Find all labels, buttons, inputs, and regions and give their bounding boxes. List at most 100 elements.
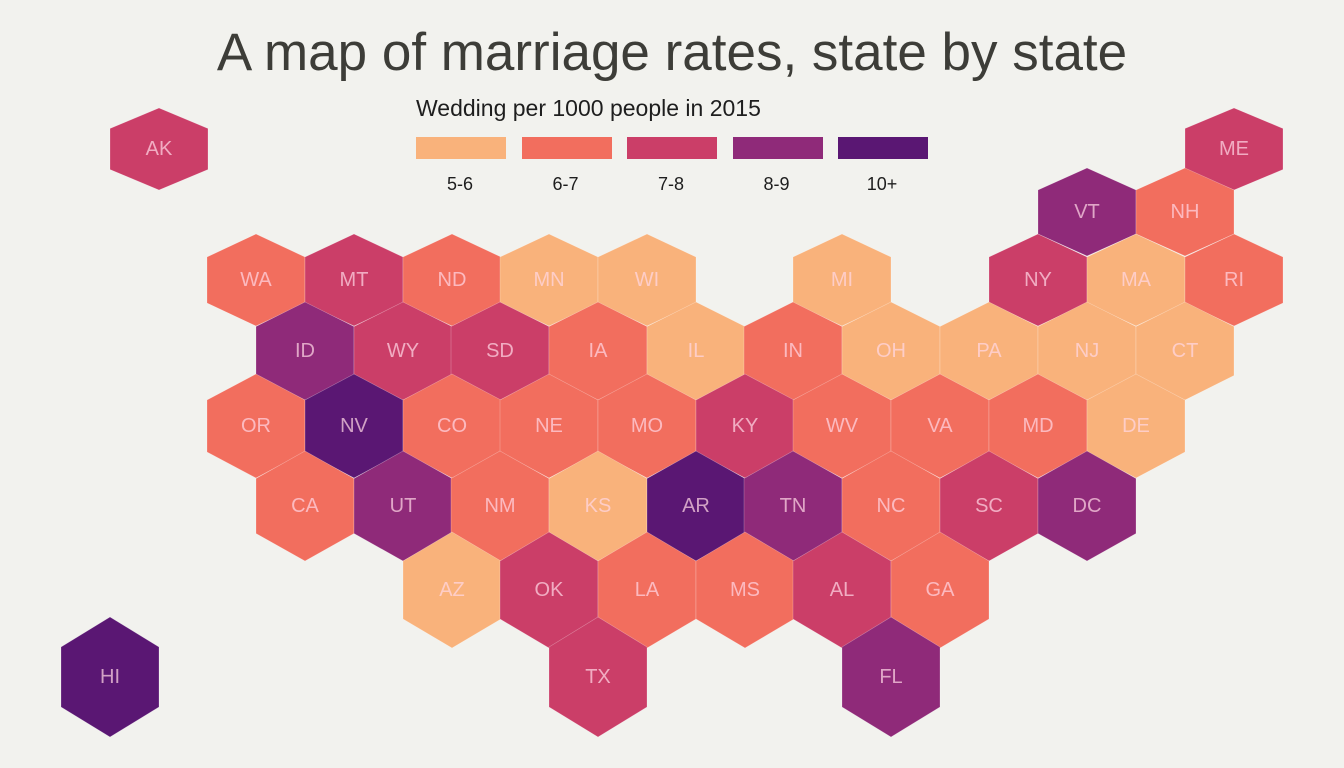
state-label: MI xyxy=(831,269,853,291)
state-label: MA xyxy=(1121,269,1152,291)
legend-label: 7-8 xyxy=(657,174,684,194)
state-hex-mt: MT xyxy=(304,233,404,327)
legend-swatch-8-9 xyxy=(732,137,823,159)
hex-cell xyxy=(548,616,648,738)
state-hex-vt: VT xyxy=(1037,167,1137,257)
state-label: AR xyxy=(682,495,710,517)
state-hex-mn: MN xyxy=(499,233,599,327)
state-hex-wa: WA xyxy=(206,233,306,327)
state-hex-sc: SC xyxy=(939,450,1039,562)
state-label: TX xyxy=(585,666,611,688)
state-label: MN xyxy=(533,269,564,291)
state-label: WI xyxy=(635,269,659,291)
chart-title: A map of marriage rates, state by state xyxy=(216,23,1128,82)
state-hex-wi: WI xyxy=(597,233,697,327)
state-hex-dc: DC xyxy=(1037,450,1137,562)
state-label: GA xyxy=(926,579,956,601)
state-label: NC xyxy=(877,495,906,517)
hex-cell xyxy=(60,616,160,738)
state-hex-ne: NE xyxy=(499,373,599,479)
legend-label: 6-7 xyxy=(552,174,579,194)
state-label: NH xyxy=(1171,201,1200,223)
state-label: OH xyxy=(876,340,906,362)
state-label: HI xyxy=(100,666,120,688)
state-label: NE xyxy=(535,415,563,437)
state-label: SC xyxy=(975,495,1003,517)
state-label: OK xyxy=(535,579,565,601)
state-label: IN xyxy=(783,340,803,362)
state-label: PA xyxy=(976,340,1002,362)
state-hex-nh: NH xyxy=(1135,167,1235,257)
state-label: MS xyxy=(730,579,760,601)
state-label: CA xyxy=(291,495,319,517)
state-label: ID xyxy=(295,340,315,362)
hex-cell xyxy=(1086,373,1186,479)
hex-cell xyxy=(792,233,892,327)
state-hex-ct: CT xyxy=(1135,301,1235,401)
state-hex-ma: MA xyxy=(1086,233,1186,327)
state-label: LA xyxy=(635,579,660,601)
state-hex-ak: AK xyxy=(109,107,209,191)
state-label: KS xyxy=(585,495,612,517)
state-label: MD xyxy=(1022,415,1053,437)
legend-label: 10+ xyxy=(866,174,898,194)
state-label: NM xyxy=(484,495,515,517)
state-label: WV xyxy=(826,415,859,437)
state-label: KY xyxy=(732,415,759,437)
legend-swatch-7-8 xyxy=(627,137,717,159)
state-hex-il: IL xyxy=(646,301,746,401)
state-hex-me: ME xyxy=(1184,107,1284,191)
state-label: SD xyxy=(486,340,514,362)
state-hex-ri: RI xyxy=(1184,233,1284,327)
state-hex-oh: OH xyxy=(841,301,941,401)
state-label: DC xyxy=(1073,495,1102,517)
state-hex-ks: KS xyxy=(548,450,648,562)
hex-cell xyxy=(109,107,209,191)
state-label: RI xyxy=(1224,269,1244,291)
state-label: FL xyxy=(879,666,902,688)
state-label: ME xyxy=(1219,138,1249,160)
state-label: NY xyxy=(1024,269,1052,291)
state-hex-mo: MO xyxy=(597,373,697,479)
state-hex-in: IN xyxy=(743,301,843,401)
state-label: AL xyxy=(830,579,854,601)
state-label: CT xyxy=(1172,340,1199,362)
state-hex-hi: HI xyxy=(60,616,160,738)
state-label: WA xyxy=(240,269,272,291)
legend-title: Wedding per 1000 people in 2015 xyxy=(416,95,761,121)
state-hex-ga: GA xyxy=(890,531,990,649)
state-hex-nj: NJ xyxy=(1037,301,1137,401)
state-label: UT xyxy=(390,495,417,517)
state-hex-ky: KY xyxy=(695,373,795,479)
state-label: NV xyxy=(340,415,368,437)
state-label: AZ xyxy=(439,579,465,601)
state-label: WY xyxy=(387,340,419,362)
state-label: OR xyxy=(241,415,271,437)
state-label: TN xyxy=(780,495,807,517)
state-hex-tx: TX xyxy=(548,616,648,738)
state-label: IL xyxy=(688,340,705,362)
hex-cell xyxy=(1037,450,1137,562)
legend-swatch-10+ xyxy=(838,137,928,159)
legend-label: 8-9 xyxy=(763,174,790,194)
state-label: MO xyxy=(631,415,663,437)
hex-cell xyxy=(1184,233,1284,327)
state-label: MT xyxy=(340,269,369,291)
legend-swatch-6-7 xyxy=(521,137,612,159)
state-label: NJ xyxy=(1075,340,1099,362)
state-hex-nm: NM xyxy=(450,450,550,562)
state-hex-mi: MI xyxy=(792,233,892,327)
hex-cell xyxy=(1135,167,1235,257)
state-hex-md: MD xyxy=(988,373,1088,479)
state-label: CO xyxy=(437,415,467,437)
hex-cell xyxy=(597,233,697,327)
hex-cell xyxy=(841,616,941,738)
state-label: ND xyxy=(438,269,467,291)
state-label: VA xyxy=(927,415,953,437)
state-hex-ca: CA xyxy=(255,450,355,562)
legend-swatch-5-6 xyxy=(416,137,506,159)
state-hex-nd: ND xyxy=(402,233,502,327)
state-label: DE xyxy=(1122,415,1150,437)
state-label: AK xyxy=(146,138,173,160)
